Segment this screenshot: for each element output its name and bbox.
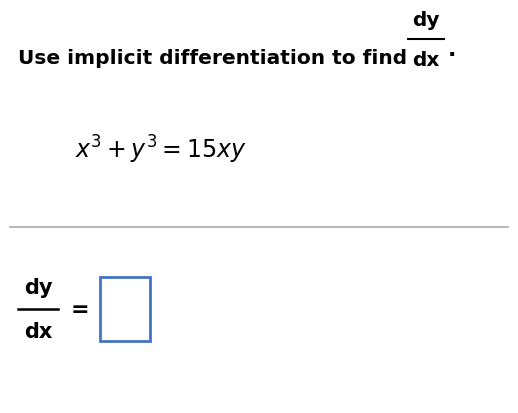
Text: Use implicit differentiation to find: Use implicit differentiation to find [18, 48, 414, 67]
Text: =: = [70, 299, 89, 319]
Text: .: . [448, 40, 456, 60]
Text: $x^3 + y^3 = 15xy$: $x^3 + y^3 = 15xy$ [75, 133, 247, 166]
Text: dx: dx [24, 321, 52, 341]
FancyBboxPatch shape [100, 277, 150, 341]
Text: dy: dy [412, 10, 440, 29]
Text: dx: dx [412, 50, 440, 69]
Text: dy: dy [24, 277, 52, 297]
